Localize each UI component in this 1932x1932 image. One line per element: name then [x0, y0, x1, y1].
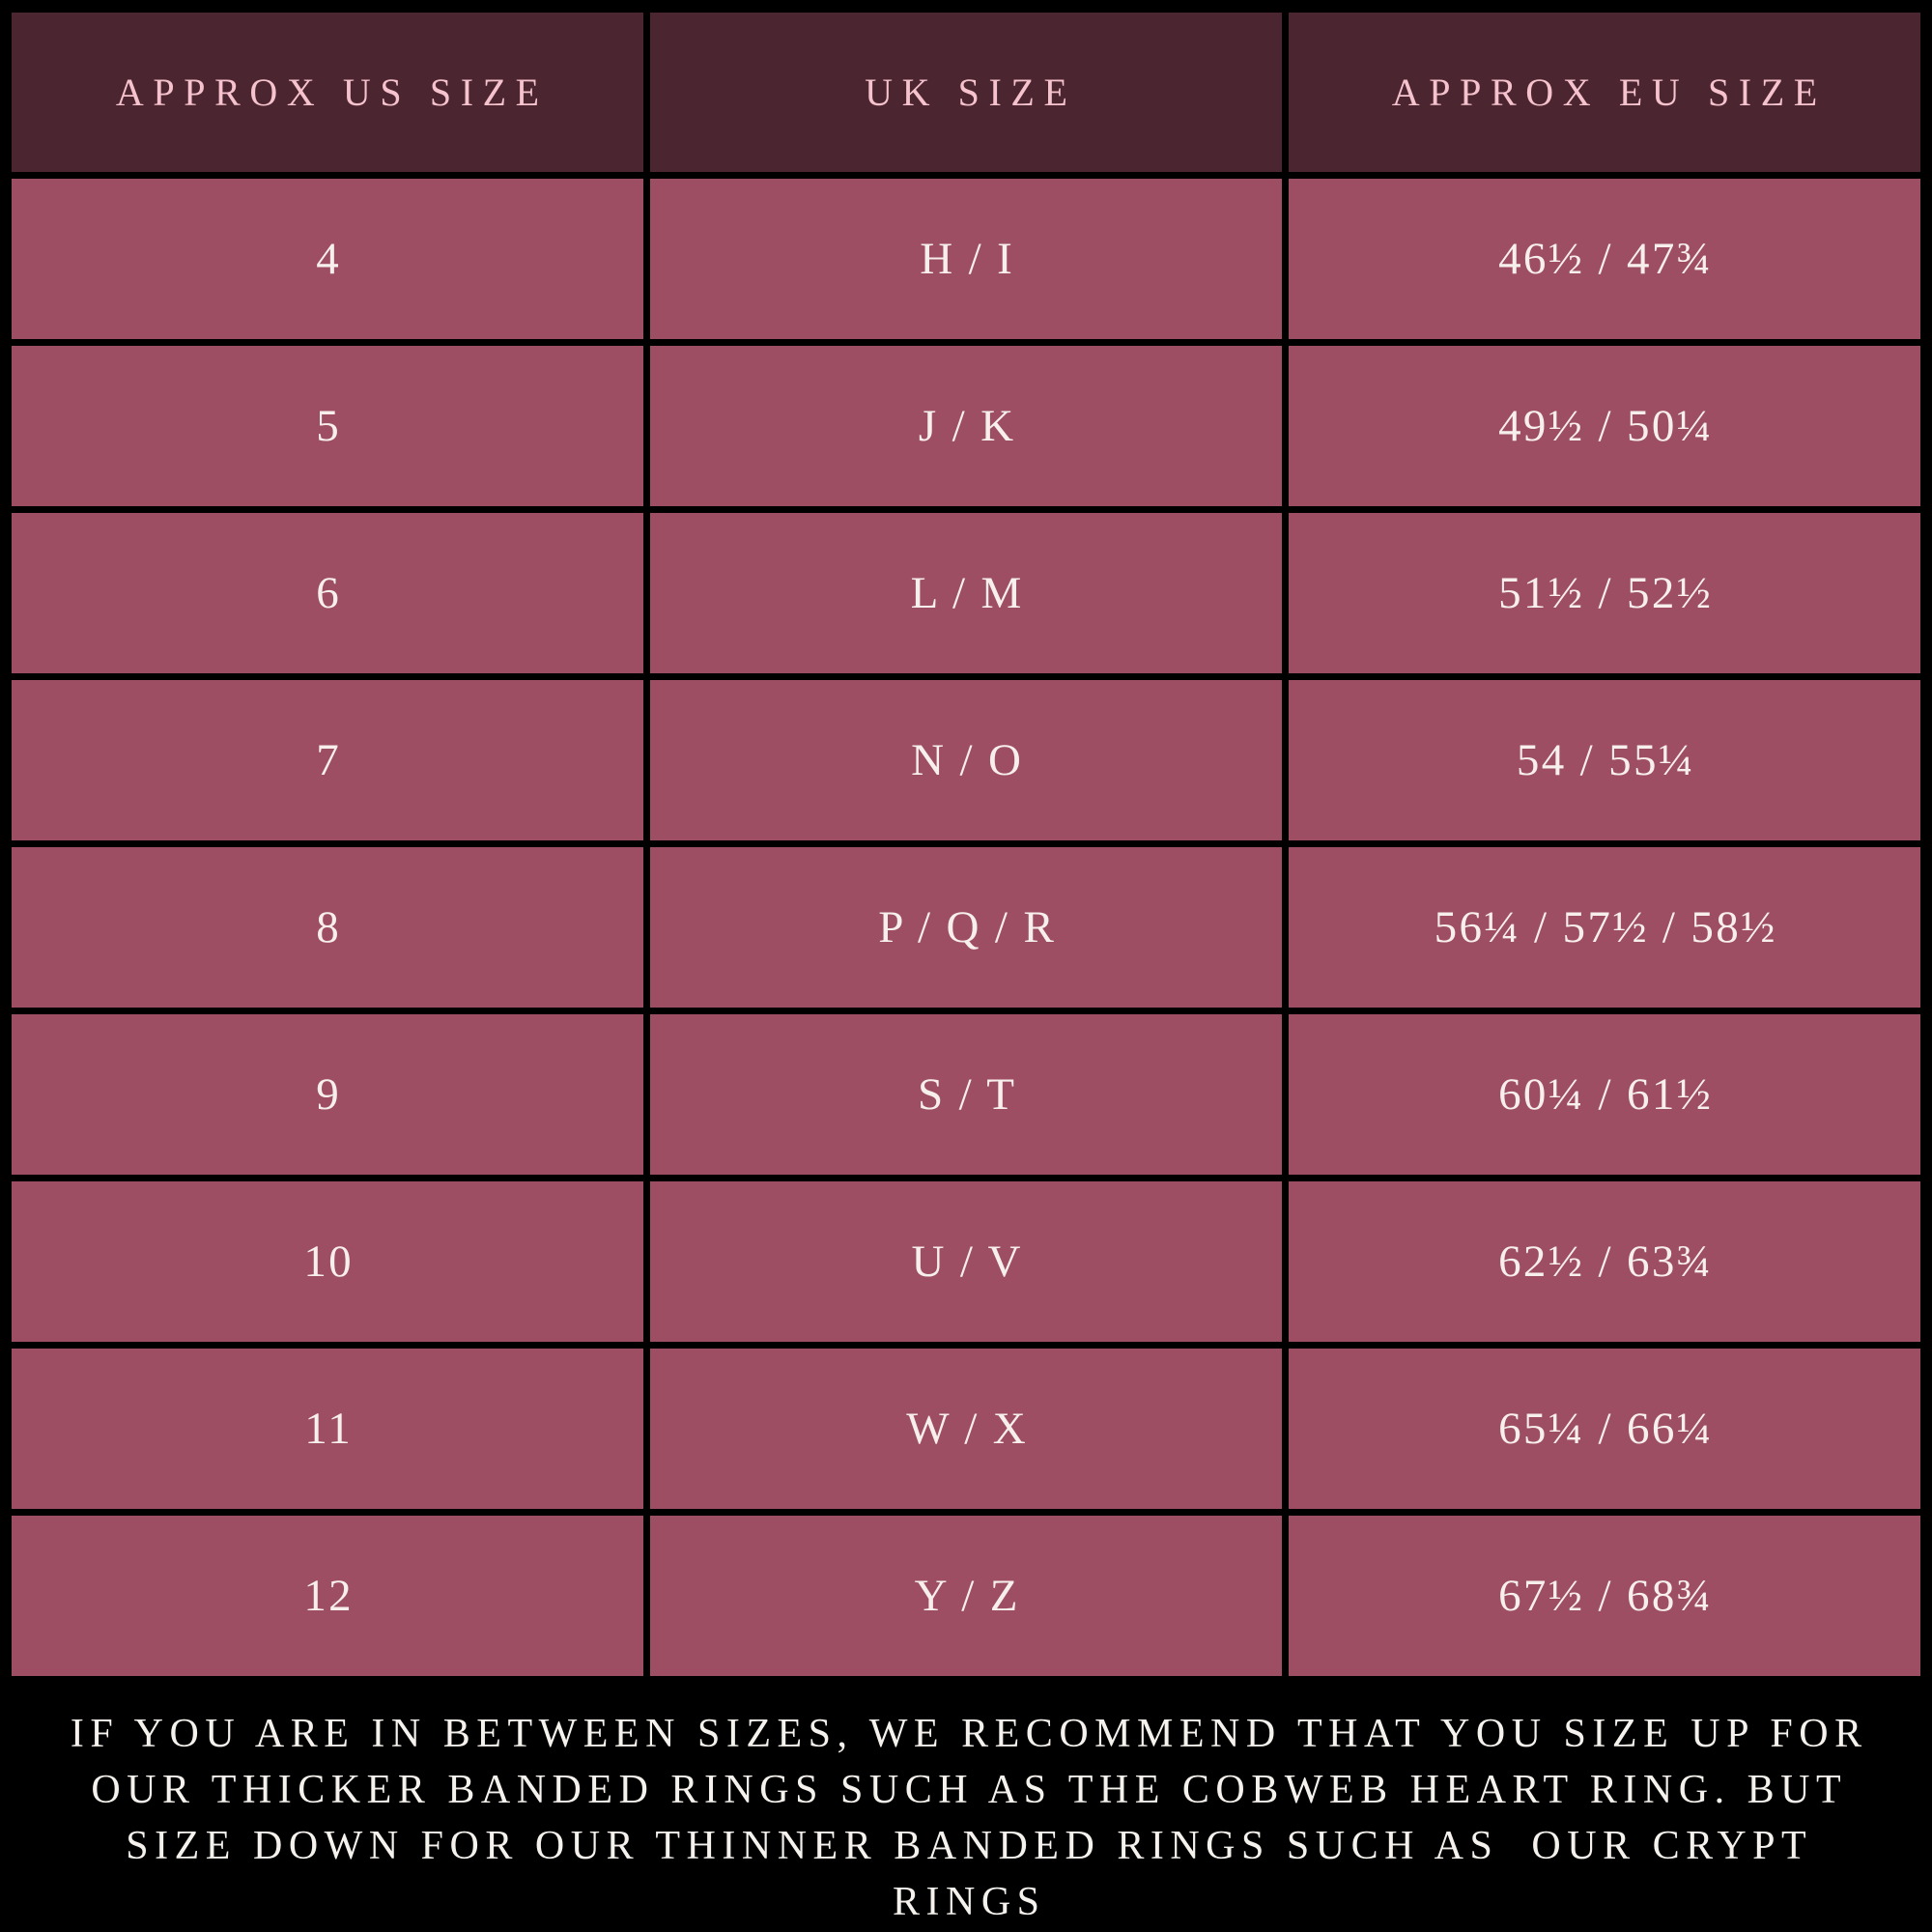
cell-us-size: 7: [12, 680, 643, 840]
cell-uk-size: U / V: [650, 1181, 1282, 1342]
cell-uk-size: Y / Z: [650, 1516, 1282, 1676]
sizing-note: IF YOU ARE IN BETWEEN SIZES, WE RECOMMEN…: [14, 1706, 1918, 1930]
cell-eu-size: 46½ / 47¾: [1289, 179, 1920, 339]
sizing-note-line: RINGS: [892, 1880, 1046, 1924]
cell-us-size: 10: [12, 1181, 643, 1342]
cell-us-size: 6: [12, 513, 643, 673]
sizing-note-line: OUR THICKER BANDED RINGS SUCH AS THE COB…: [91, 1768, 1848, 1812]
size-conversion-table: APPROX US SIZE UK SIZE APPROX EU SIZE 4 …: [12, 13, 1920, 1676]
cell-eu-size: 54 / 55¼: [1289, 680, 1920, 840]
cell-uk-size: P / Q / R: [650, 847, 1282, 1008]
cell-us-size: 4: [12, 179, 643, 339]
cell-uk-size: J / K: [650, 346, 1282, 506]
cell-uk-size: S / T: [650, 1014, 1282, 1175]
cell-eu-size: 60¼ / 61½: [1289, 1014, 1920, 1175]
cell-us-size: 11: [12, 1349, 643, 1509]
cell-uk-size: N / O: [650, 680, 1282, 840]
cell-eu-size: 51½ / 52½: [1289, 513, 1920, 673]
header-cell-uk-size: UK SIZE: [650, 13, 1282, 172]
header-cell-approx-us-size: APPROX US SIZE: [12, 13, 643, 172]
cell-us-size: 12: [12, 1516, 643, 1676]
cell-eu-size: 62½ / 63¾: [1289, 1181, 1920, 1342]
cell-uk-size: H / I: [650, 179, 1282, 339]
header-cell-approx-eu-size: APPROX EU SIZE: [1289, 13, 1920, 172]
sizing-note-line: IF YOU ARE IN BETWEEN SIZES, WE RECOMMEN…: [70, 1712, 1868, 1756]
cell-us-size: 9: [12, 1014, 643, 1175]
cell-us-size: 8: [12, 847, 643, 1008]
cell-uk-size: W / X: [650, 1349, 1282, 1509]
cell-eu-size: 67½ / 68¾: [1289, 1516, 1920, 1676]
cell-us-size: 5: [12, 346, 643, 506]
cell-eu-size: 49½ / 50¼: [1289, 346, 1920, 506]
cell-uk-size: L / M: [650, 513, 1282, 673]
cell-eu-size: 65¼ / 66¼: [1289, 1349, 1920, 1509]
cell-eu-size: 56¼ / 57½ / 58½: [1289, 847, 1920, 1008]
sizing-note-line: SIZE DOWN FOR OUR THINNER BANDED RINGS S…: [126, 1824, 1813, 1868]
